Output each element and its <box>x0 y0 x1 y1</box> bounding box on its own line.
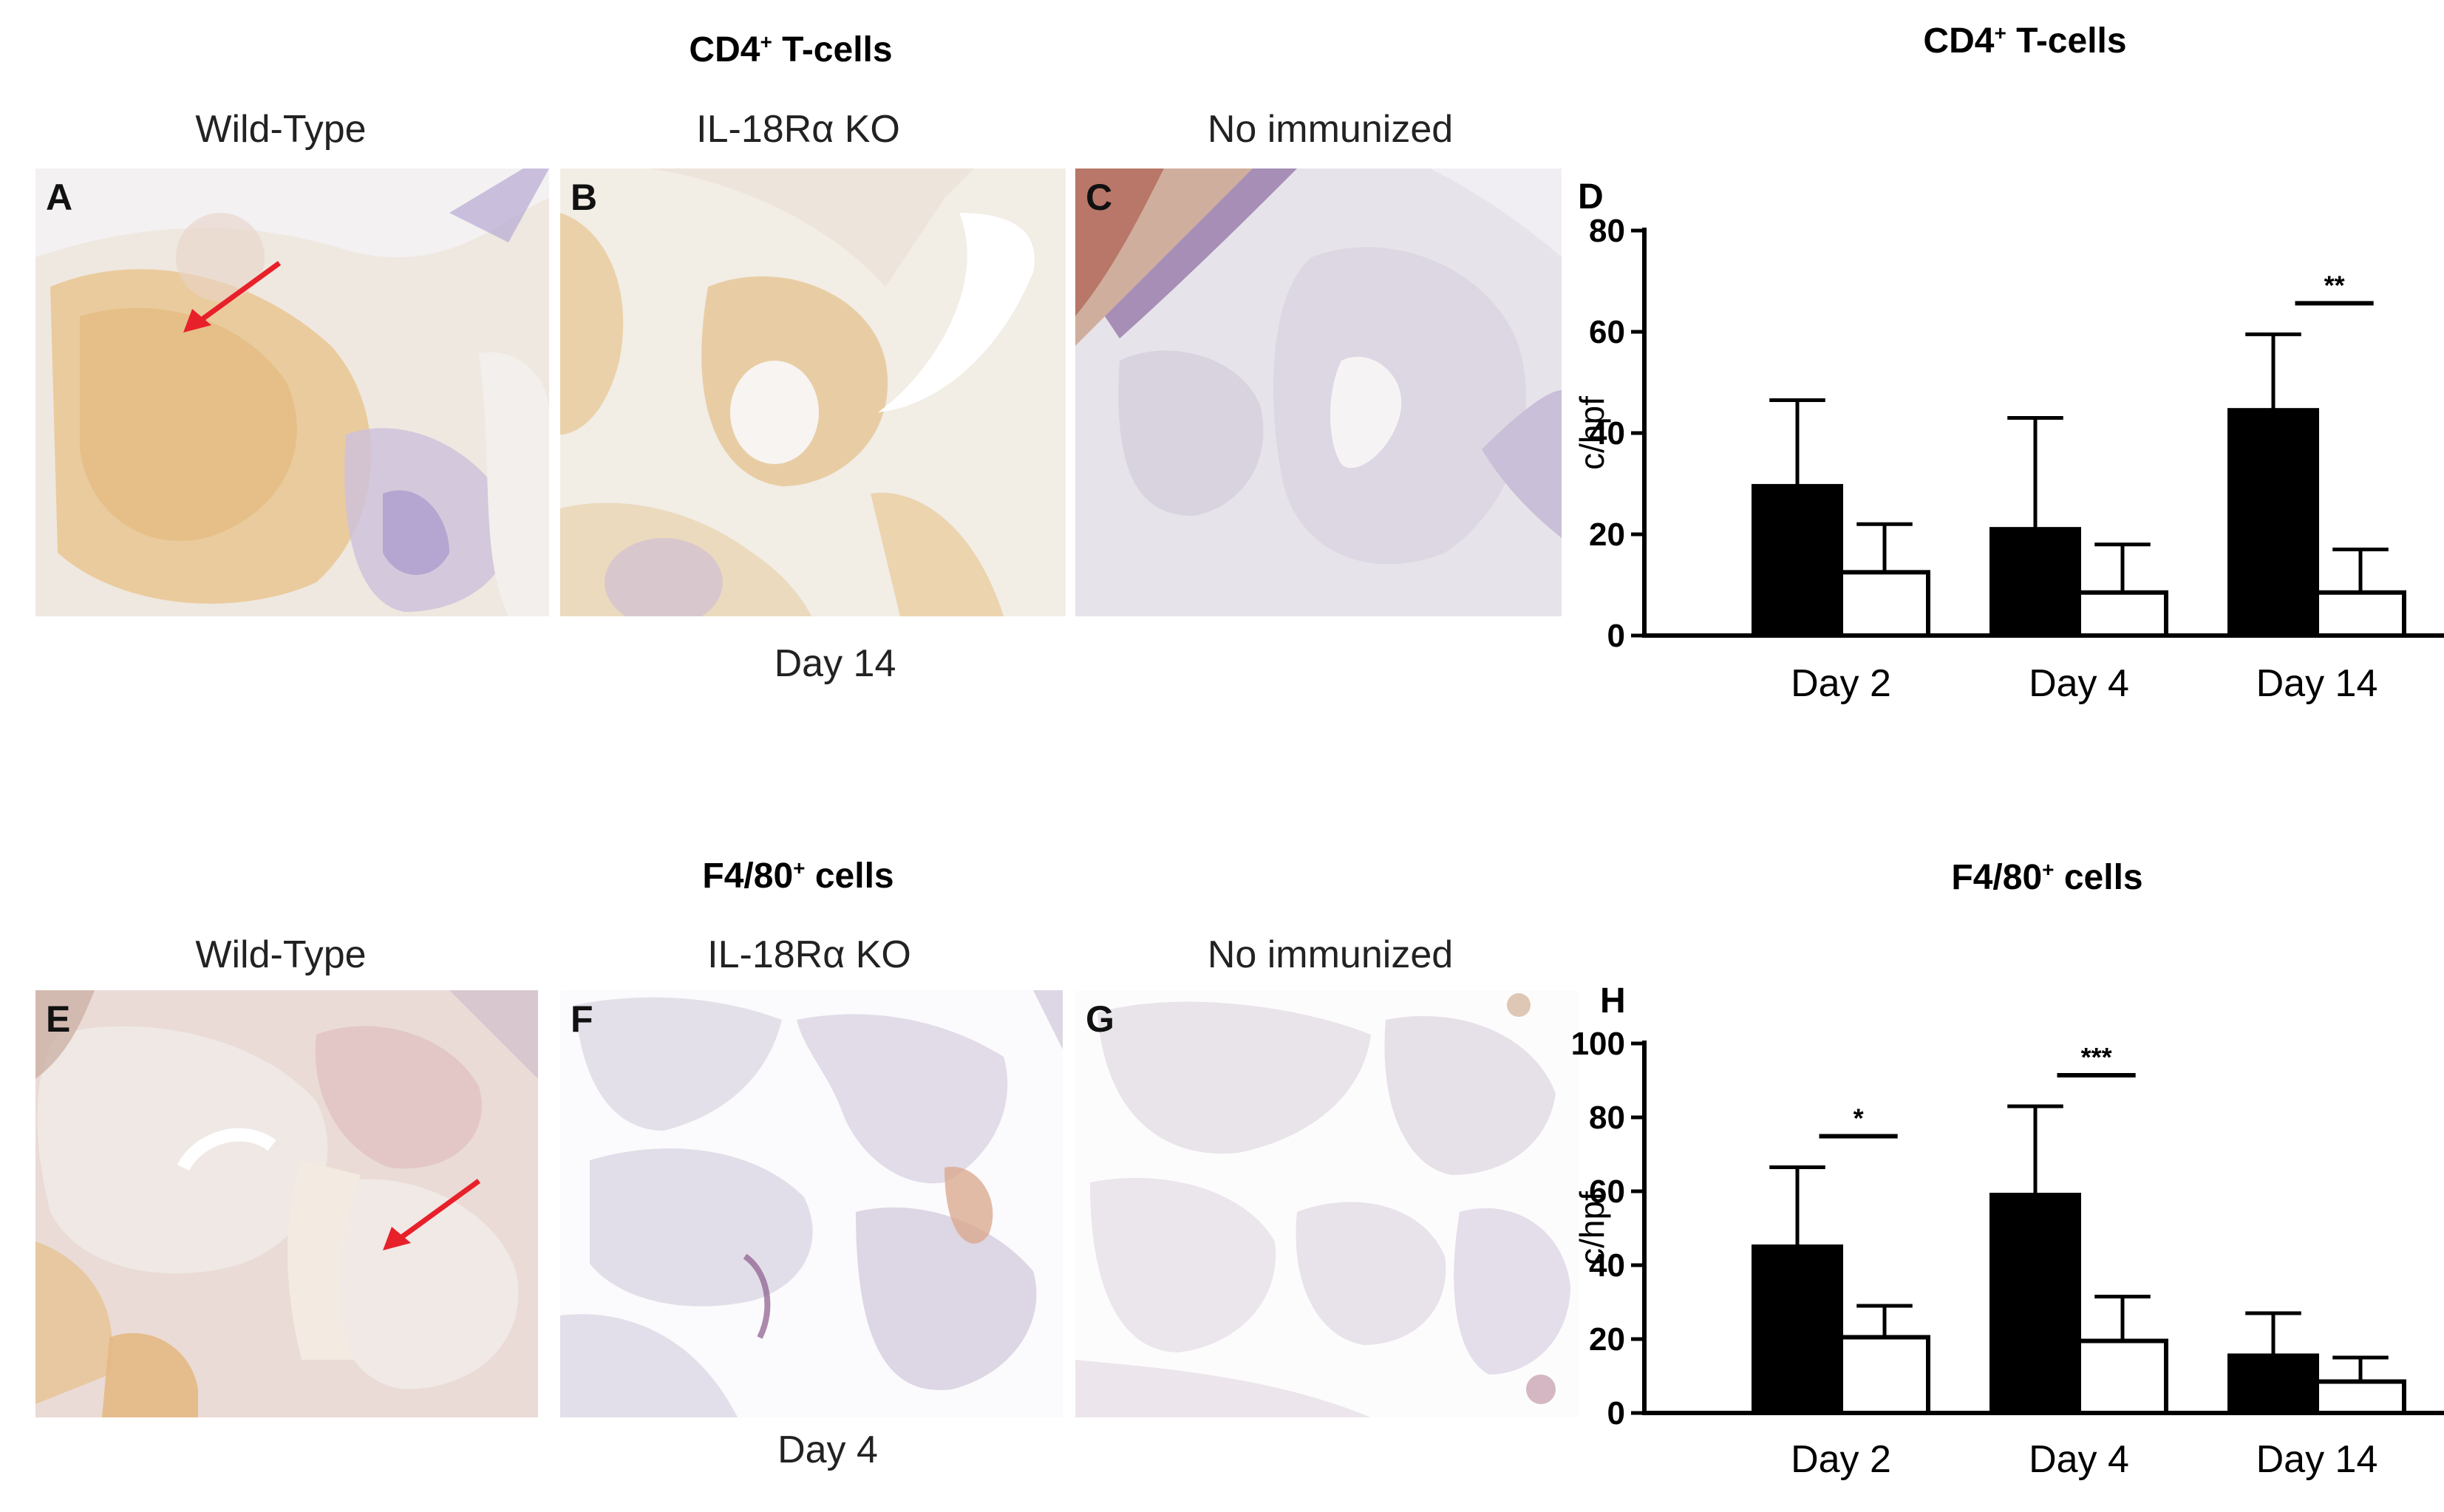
micrograph-f: F <box>560 990 1063 1417</box>
panel-letter-e: E <box>46 998 71 1040</box>
y-tick-label: 40 <box>1589 415 1625 452</box>
bar-chart-d: Dc/hpf 0 20 40 60 80 Day 2 Day 4 Day 14 ** <box>1573 177 2444 705</box>
y-tick-label: 20 <box>1589 517 1625 553</box>
group-label-wild-type-top: Wild-Type <box>195 108 367 151</box>
y-tick-label: 80 <box>1589 213 1625 249</box>
panel-letter-g: G <box>1086 998 1114 1040</box>
x-category-label: Day 14 <box>2256 662 2378 705</box>
y-tick-label: 20 <box>1589 1321 1625 1358</box>
x-category-label: Day 2 <box>1791 1438 1891 1481</box>
y-axis-label: c/hpf <box>1573 1191 1611 1265</box>
panel-letter: H <box>1600 981 1626 1021</box>
bar-ko <box>1839 570 1930 638</box>
micrograph-a: A <box>35 168 549 616</box>
x-category-label: Day 2 <box>1791 662 1891 705</box>
panel-letter-a: A <box>46 177 73 218</box>
panel-letter-b: B <box>571 177 598 218</box>
red-arrow-icon <box>383 1179 481 1250</box>
day-label-bottom: Day 4 <box>777 1428 878 1471</box>
y-tick-label: 0 <box>1607 1395 1625 1431</box>
micrograph-g: G <box>1075 990 1578 1417</box>
bar-ko <box>2077 1338 2168 1415</box>
y-axis-label: c/hpf <box>1573 396 1611 470</box>
bar-ko <box>2315 1379 2406 1415</box>
y-tick-label: 60 <box>1589 314 1625 350</box>
bar-wild-type <box>1989 527 2081 638</box>
significance-marker: *** <box>2081 1042 2112 1072</box>
chart-d-title: CD4+ T-cells <box>1923 21 2127 61</box>
x-category-label: Day 4 <box>2029 1438 2129 1481</box>
bar-wild-type <box>1752 1244 1843 1415</box>
group-label-il18r-ko-bottom: IL-18Rα KO <box>707 933 911 976</box>
micrograph-b: B <box>560 168 1066 616</box>
panel-letter-c: C <box>1086 177 1113 218</box>
group-label-wild-type-bottom: Wild-Type <box>195 933 367 976</box>
significance-marker: ** <box>2324 270 2345 300</box>
bar-ko <box>2315 590 2406 638</box>
x-category-label: Day 14 <box>2256 1438 2378 1481</box>
bar-wild-type <box>1752 483 1843 638</box>
x-category-label: Day 4 <box>2029 662 2129 705</box>
red-arrow-icon <box>183 261 282 333</box>
panel-letter-f: F <box>571 998 593 1040</box>
bar-wild-type <box>2227 1353 2319 1415</box>
y-tick-label: 40 <box>1589 1247 1625 1284</box>
y-tick-label: 0 <box>1607 618 1625 654</box>
y-tick-label: 100 <box>1571 1026 1625 1062</box>
group-label-no-immunized-top: No immunized <box>1207 108 1454 151</box>
bar-wild-type <box>2227 408 2319 638</box>
top-images-title: CD4+ T-cells <box>689 30 893 69</box>
bottom-images-title: F4/80+ cells <box>702 857 894 896</box>
y-tick-label: 60 <box>1589 1174 1625 1210</box>
y-tick-label: 80 <box>1589 1100 1625 1136</box>
chart-h-title: F4/80+ cells <box>1951 858 2143 897</box>
significance-marker: * <box>1854 1103 1864 1134</box>
bar-wild-type <box>1989 1193 2081 1415</box>
group-label-no-immunized-bottom: No immunized <box>1207 933 1454 976</box>
micrograph-c: C <box>1075 168 1562 616</box>
bar-ko <box>1839 1335 1930 1415</box>
group-label-il18r-ko-top: IL-18Rα KO <box>696 108 900 151</box>
day-label-top: Day 14 <box>774 642 896 685</box>
micrograph-e: E <box>35 990 538 1417</box>
panel-letter: D <box>1578 177 1604 217</box>
bar-ko <box>2077 590 2168 638</box>
